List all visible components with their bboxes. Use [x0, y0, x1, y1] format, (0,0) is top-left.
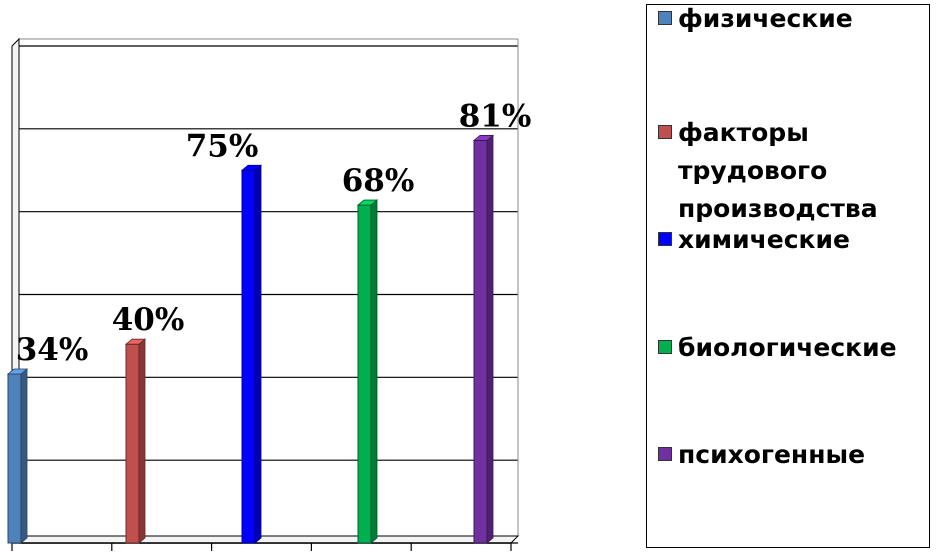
legend-swatch-labor	[658, 125, 672, 139]
floor	[10, 535, 520, 544]
bar-front	[125, 343, 140, 544]
legend-item-biological: биологические	[658, 329, 936, 367]
legend-label-physical: физические	[678, 4, 853, 33]
bar-front	[241, 169, 256, 544]
legend-swatch-physical	[658, 11, 672, 25]
bar-front	[7, 373, 22, 544]
legend-swatch-chemical	[658, 232, 672, 246]
data-label: 40%	[112, 302, 185, 338]
data-label: 68%	[342, 163, 415, 199]
legend	[646, 4, 930, 548]
bar	[6, 368, 29, 544]
bar-chart: 34% 40% 75% 68% 81%	[6, 37, 532, 551]
bar-side	[254, 164, 262, 544]
bar-top	[356, 199, 379, 206]
legend-label-biological: биологические	[678, 333, 897, 362]
bar-side	[20, 368, 28, 544]
legend-item-psychogenic: психогенные	[658, 436, 936, 474]
data-label: 34%	[16, 332, 89, 368]
data-labels: 34% 40% 75% 68% 81%	[16, 98, 532, 368]
bar-side	[370, 199, 378, 544]
bar-top	[6, 368, 29, 375]
data-label: 81%	[459, 98, 532, 134]
legend-swatch-biological	[658, 340, 672, 354]
legend-item-labor: факторы трудового производства	[658, 114, 936, 228]
bar	[240, 164, 263, 544]
legend-label-labor: факторы трудового производства	[678, 118, 878, 223]
bars	[6, 134, 495, 544]
legend-label-psychogenic: психогенные	[678, 440, 866, 469]
bar-top	[240, 164, 263, 171]
legend-label-chemical: химические	[678, 225, 850, 254]
gridlines	[19, 45, 518, 544]
bar	[356, 199, 379, 544]
bar-side	[486, 134, 494, 544]
legend-swatch-psychogenic	[658, 447, 672, 461]
bar	[124, 338, 147, 544]
bar-side	[138, 338, 146, 544]
legend-item-chemical: химические	[658, 221, 936, 259]
legend-item-physical: физические	[658, 0, 936, 38]
bar-top	[124, 338, 147, 345]
bar-front	[473, 139, 488, 544]
bar	[472, 134, 495, 544]
bar-front	[357, 204, 372, 544]
bar-top	[472, 135, 495, 141]
data-label: 75%	[186, 128, 259, 164]
